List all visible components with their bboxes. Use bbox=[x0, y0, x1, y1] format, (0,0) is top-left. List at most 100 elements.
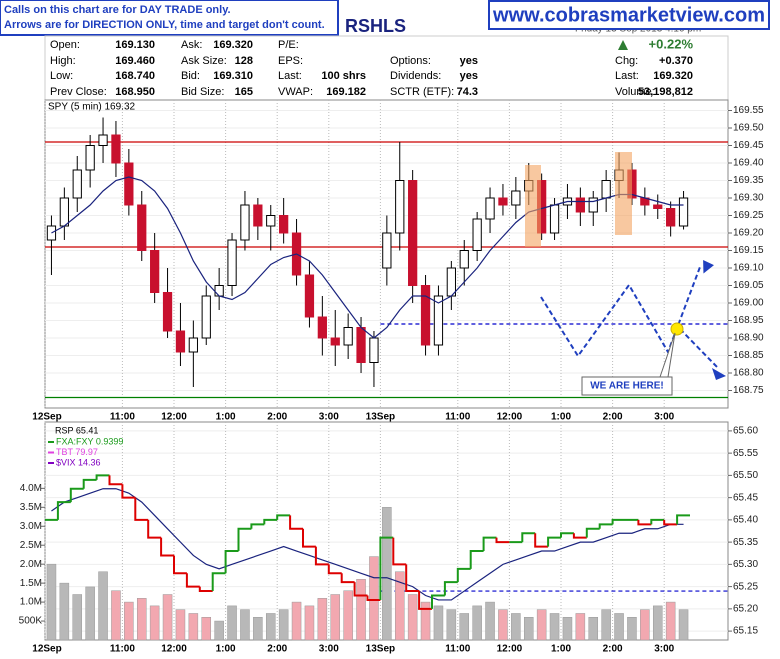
volume-bar bbox=[111, 590, 121, 641]
y-tick-label: 65.45 bbox=[733, 492, 758, 503]
quote-value: 100 shrs bbox=[321, 70, 366, 82]
quote-label: EPS: bbox=[278, 55, 303, 67]
y2-tick-label: 3.0M bbox=[20, 521, 42, 532]
quote-label: Ask: bbox=[181, 39, 202, 51]
volume-bar bbox=[588, 617, 599, 641]
candle-body bbox=[369, 337, 379, 363]
y-tick-label: 169.10 bbox=[733, 263, 764, 274]
title: RSHLS bbox=[345, 16, 406, 36]
volume-bar bbox=[59, 582, 70, 641]
quote-value: 169.182 bbox=[326, 86, 366, 98]
x-tick-label: 3:00 bbox=[319, 412, 339, 423]
rsp-step bbox=[547, 536, 561, 547]
candle-body bbox=[201, 295, 211, 339]
y-tick-label: 169.50 bbox=[733, 123, 764, 134]
quote-value: 74.3 bbox=[457, 86, 478, 98]
rsp-step bbox=[572, 533, 587, 539]
y-tick-label: 168.80 bbox=[733, 368, 764, 379]
quote-value: 169.320 bbox=[653, 70, 693, 82]
volume-bar bbox=[459, 613, 470, 641]
direction-path bbox=[679, 328, 719, 369]
x-tick-label: 1:00 bbox=[216, 644, 236, 655]
rsp-step bbox=[405, 564, 420, 593]
y-tick-label: 65.25 bbox=[733, 581, 758, 592]
x-tick-label: 1:00 bbox=[216, 412, 236, 423]
x-tick-label: 12Sep bbox=[32, 412, 61, 423]
notice: Calls on this chart are for DAY TRADE on… bbox=[4, 4, 231, 16]
candle-body bbox=[317, 316, 327, 339]
quote-label: Open: bbox=[50, 39, 80, 51]
y-tick-label: 65.30 bbox=[733, 559, 758, 570]
candle-body bbox=[304, 274, 315, 318]
y-tick-label: 169.20 bbox=[733, 228, 764, 239]
rsp-step bbox=[263, 518, 278, 525]
rsp-step bbox=[237, 527, 252, 552]
candle-body bbox=[408, 180, 418, 286]
volume-bar bbox=[511, 613, 521, 641]
volume-bar bbox=[72, 594, 83, 641]
highlight-box bbox=[615, 152, 632, 235]
candle-body bbox=[137, 204, 147, 251]
quote-label: P/E: bbox=[278, 39, 299, 51]
volume-bar bbox=[356, 579, 366, 641]
volume-bar bbox=[433, 605, 444, 641]
candle-body bbox=[240, 204, 250, 241]
x-tick-label: 12:00 bbox=[497, 644, 523, 655]
candle-body bbox=[214, 285, 224, 297]
rsp-step bbox=[650, 518, 665, 525]
volume-bar bbox=[420, 601, 431, 641]
volume-bar bbox=[523, 617, 534, 641]
candle-body bbox=[253, 204, 263, 227]
rsp-step bbox=[431, 594, 445, 609]
quote-value: 169.310 bbox=[213, 70, 253, 82]
quote-label: VWAP: bbox=[278, 86, 313, 98]
candle-body bbox=[666, 208, 676, 227]
quote-value: +0.22% bbox=[649, 36, 694, 51]
volume-bar bbox=[124, 601, 134, 641]
rsp-step bbox=[56, 501, 71, 520]
candle-body bbox=[59, 197, 69, 227]
rsp-step bbox=[366, 595, 381, 601]
candle-body bbox=[85, 145, 95, 171]
candle-body bbox=[266, 215, 276, 227]
quote-value: +0.370 bbox=[659, 55, 693, 67]
y-tick-label: 168.90 bbox=[733, 333, 764, 344]
rsp-step bbox=[95, 474, 110, 480]
volume-bar bbox=[46, 563, 57, 641]
rsp-step bbox=[611, 518, 626, 525]
arrow-head bbox=[703, 260, 714, 274]
candle-body bbox=[395, 180, 405, 234]
volume-bar bbox=[652, 605, 663, 641]
rsp-step bbox=[314, 546, 329, 566]
volume-bar bbox=[394, 571, 405, 641]
rsp-step bbox=[676, 514, 690, 525]
volume-bar bbox=[536, 609, 547, 641]
rsp-step bbox=[443, 581, 458, 596]
volume-bar bbox=[343, 590, 353, 641]
x-tick-label: 11:00 bbox=[110, 412, 135, 423]
candle-body bbox=[279, 215, 289, 234]
rsp-step bbox=[121, 484, 136, 499]
volume-bar bbox=[407, 594, 418, 641]
rsp-step bbox=[250, 523, 265, 529]
rsp-step bbox=[211, 572, 226, 592]
notice-box bbox=[0, 0, 339, 36]
volume-bar bbox=[369, 556, 379, 641]
y-tick-label: 65.35 bbox=[733, 537, 758, 548]
candle-body bbox=[382, 232, 392, 269]
x-tick-label: 11:00 bbox=[445, 412, 470, 423]
volume-bar bbox=[278, 609, 289, 641]
x-tick-label: 12:00 bbox=[161, 644, 187, 655]
quote-value: 169.320 bbox=[213, 39, 253, 51]
rsp-step bbox=[108, 475, 123, 486]
website: www.cobrasmarketview.com bbox=[492, 4, 765, 26]
x-tick-label: 12Sep bbox=[32, 644, 61, 655]
y-tick-label: 169.55 bbox=[733, 105, 764, 116]
candle-body bbox=[446, 267, 456, 297]
moving-average bbox=[51, 176, 684, 339]
volume-bar bbox=[136, 598, 147, 641]
y2-tick-label: 4.0M bbox=[20, 483, 42, 494]
volume-bar bbox=[601, 609, 611, 641]
candle-body bbox=[227, 239, 237, 286]
rsp-step bbox=[379, 536, 394, 600]
